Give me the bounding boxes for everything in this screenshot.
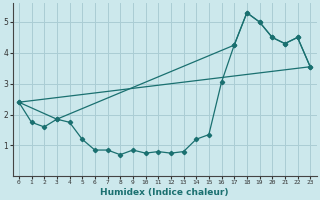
X-axis label: Humidex (Indice chaleur): Humidex (Indice chaleur) — [100, 188, 229, 197]
